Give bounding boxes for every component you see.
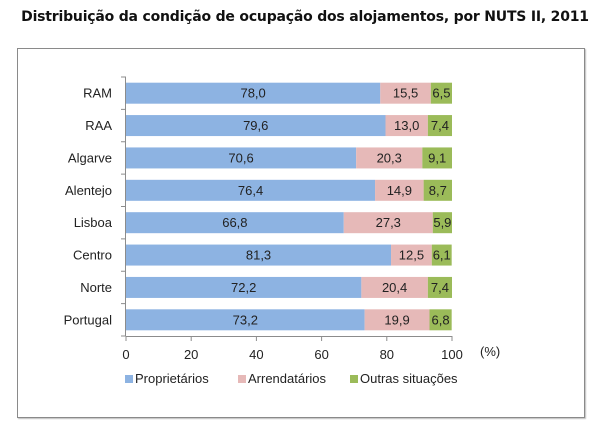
bars-group: 78,0 15,5 6,5 79,6 13,0 7,4 70,6 20,3 9,1 76,4 14,… <box>126 82 452 331</box>
category-label: Algarve <box>68 150 112 165</box>
legend-label: Arrendatários <box>248 371 327 386</box>
data-label: 15,5 <box>393 86 418 101</box>
data-label: 66,8 <box>222 215 247 230</box>
category-label: Centro <box>73 248 112 263</box>
bar-segment <box>126 244 392 266</box>
data-label: 81,3 <box>246 248 271 263</box>
bar-segment <box>126 276 362 298</box>
bar-segment <box>431 244 452 266</box>
category-label: Alentejo <box>65 183 112 198</box>
data-label: 78,0 <box>240 86 265 101</box>
legend-group: Proprietários Arrendatários Outras situaçõ… <box>125 371 458 386</box>
data-label: 72,2 <box>231 280 256 295</box>
data-label: 6,5 <box>432 86 450 101</box>
bar-segment <box>364 309 430 331</box>
data-label: 20,4 <box>382 280 407 295</box>
data-label: 73,2 <box>233 312 258 327</box>
data-label: 19,9 <box>384 312 409 327</box>
category-label: Norte <box>80 280 112 295</box>
bar-segment <box>427 115 452 137</box>
bar-segment <box>430 82 452 104</box>
x-tick-label: 80 <box>380 347 394 362</box>
data-label: 5,9 <box>433 215 451 230</box>
bar-segment <box>343 212 433 234</box>
data-label: 6,1 <box>433 248 451 263</box>
bar-segment <box>423 179 452 201</box>
x-tick-label: 60 <box>314 347 328 362</box>
axes-group: RAM RAA Algarve Alentejo Lisboa Centro Norte Po… <box>64 76 500 362</box>
bar-segment <box>361 276 428 298</box>
bar-segment <box>385 115 428 137</box>
legend-label: Proprietários <box>135 371 209 386</box>
category-label: RAM <box>83 86 112 101</box>
bar-segment <box>126 212 344 234</box>
legend-swatch <box>238 375 246 383</box>
legend-swatch <box>350 375 358 383</box>
bar-segment <box>422 147 452 169</box>
data-label: 7,4 <box>431 280 449 295</box>
data-label: 6,8 <box>432 312 450 327</box>
data-label: 70,6 <box>228 150 253 165</box>
bar-segment <box>126 82 381 104</box>
bar-segment <box>429 309 452 331</box>
data-label: 9,1 <box>428 150 446 165</box>
category-label: RAA <box>85 118 112 133</box>
category-label: Portugal <box>64 312 113 327</box>
bar-segment <box>375 179 424 201</box>
legend-swatch <box>125 375 133 383</box>
bar-segment <box>391 244 432 266</box>
bar-segment <box>427 276 452 298</box>
legend-label: Outras situações <box>360 371 458 386</box>
x-tick-label: 40 <box>249 347 263 362</box>
data-label: 79,6 <box>243 118 268 133</box>
bar-segment <box>126 115 386 137</box>
data-label: 8,7 <box>429 183 447 198</box>
data-label: 14,9 <box>387 183 412 198</box>
bar-segment <box>126 309 365 331</box>
data-label: 27,3 <box>376 215 401 230</box>
data-label: 12,5 <box>399 248 424 263</box>
x-axis-label: (%) <box>480 344 500 359</box>
bar-segment <box>380 82 431 104</box>
data-label: 13,0 <box>394 118 419 133</box>
x-tick-label: 100 <box>441 347 463 362</box>
data-label: 20,3 <box>377 150 402 165</box>
chart-title: Distribuição da condição de ocupação dos… <box>21 9 589 25</box>
bar-segment <box>432 212 452 234</box>
x-tick-label: 20 <box>184 347 198 362</box>
data-label: 7,4 <box>431 118 449 133</box>
bar-segment <box>126 179 376 201</box>
data-label: 76,4 <box>238 183 263 198</box>
x-tick-label: 0 <box>122 347 129 362</box>
bar-segment <box>356 147 423 169</box>
category-label: Lisboa <box>74 215 113 230</box>
bar-segment <box>126 147 357 169</box>
